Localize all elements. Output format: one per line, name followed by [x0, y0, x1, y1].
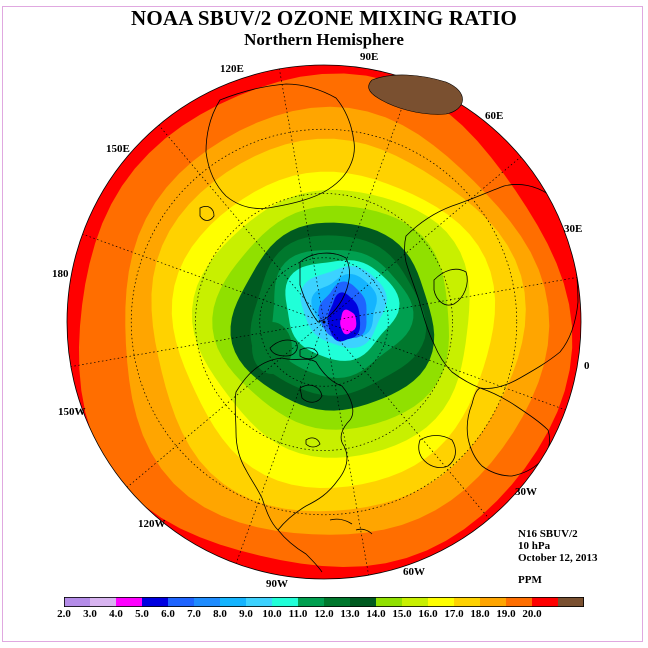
pressure-level-label: 10 hPa	[518, 540, 551, 552]
lon-label-60w: 60W	[403, 566, 425, 578]
colorbar-swatch	[350, 597, 377, 607]
secondary-band-11	[252, 322, 292, 374]
map-border	[66, 64, 582, 580]
scandinavia-coast	[433, 268, 468, 306]
colorbar-swatch	[142, 597, 169, 607]
colorbar-swatch	[506, 597, 533, 607]
chart-title: NOAA SBUV/2 OZONE MIXING RATIO	[131, 6, 517, 30]
africa-coast	[466, 387, 550, 477]
colorbar-swatch	[532, 597, 559, 607]
colorbar-tick-label: 15.0	[392, 608, 412, 620]
japan-coast	[199, 206, 215, 221]
lon-label-120w: 120W	[138, 518, 166, 530]
lon-label-0: 0	[584, 360, 590, 372]
colorbar-tick-label: 2.0	[57, 608, 71, 620]
colorbar-swatch	[558, 597, 584, 607]
central-america-coast	[277, 529, 323, 573]
colorbar-swatch	[220, 597, 247, 607]
north-america-coast	[234, 357, 354, 531]
great-lakes-coast	[305, 437, 321, 448]
lon-label-120e: 120E	[220, 63, 244, 75]
lon-label-30w: 30W	[515, 486, 537, 498]
colorbar-tick-label: 5.0	[135, 608, 149, 620]
colorbar-tick-label: 14.0	[366, 608, 386, 620]
lat-lon-grid	[70, 68, 578, 576]
info-block: N16 SBUV/2 10 hPa October 12, 2013	[518, 528, 598, 564]
colorbar-swatch	[376, 597, 403, 607]
colorbar	[64, 597, 584, 607]
band-2	[340, 309, 357, 335]
lon-label-90e: 90E	[360, 51, 379, 63]
colorbar-tick-label: 9.0	[239, 608, 253, 620]
colorbar-swatch	[246, 597, 273, 607]
meridian-7	[126, 321, 325, 488]
colorbar-tick-label: 20.0	[522, 608, 542, 620]
lon-label-150w: 150W	[58, 406, 86, 418]
colorbar-tick-label: 7.0	[187, 608, 201, 620]
colorbar-swatch	[194, 597, 221, 607]
meridian-0	[323, 277, 578, 323]
colorbar-swatch	[64, 597, 91, 607]
meridian-8	[235, 321, 325, 564]
caribbean-coast	[329, 518, 373, 535]
meridian-6	[70, 321, 325, 367]
colorbar-tick-label: 12.0	[314, 608, 334, 620]
lon-label-60e: 60E	[485, 110, 504, 122]
colorbar-tick-label: 4.0	[109, 608, 123, 620]
colorbar-tick-label: 18.0	[470, 608, 490, 620]
meridian-11	[323, 321, 566, 411]
meridian-2	[323, 80, 413, 323]
high-ozone-patch	[368, 74, 463, 115]
lon-label-30e: 30E	[564, 223, 583, 235]
arctic-islands-coast	[269, 339, 298, 357]
colorbar-swatch	[272, 597, 299, 607]
meridian-5	[82, 233, 325, 323]
lon-label-90w: 90W	[266, 578, 288, 590]
instrument-label: N16 SBUV/2	[518, 528, 578, 540]
colorbar-tick-label: 10.0	[262, 608, 282, 620]
arctic-islands-coast-2	[299, 347, 319, 360]
colorbar-tick-label: 6.0	[161, 608, 175, 620]
colorbar-tick-label: 13.0	[340, 608, 360, 620]
meridian-1	[323, 156, 522, 323]
colorbar-swatch	[90, 597, 117, 607]
colorbar-border	[64, 597, 584, 607]
lon-label-150e: 150E	[106, 143, 130, 155]
chart-subtitle: Northern Hemisphere	[244, 30, 404, 49]
eurasia-coast	[404, 184, 579, 389]
colorbar-tick-label: 17.0	[444, 608, 464, 620]
meridian-4	[158, 124, 325, 323]
colorbar-swatch	[116, 597, 143, 607]
coastlines	[199, 83, 579, 573]
colorbar-swatch	[428, 597, 455, 607]
colorbar-swatch	[168, 597, 195, 607]
colorbar-swatch	[324, 597, 351, 607]
colorbar-tick-label: 16.0	[418, 608, 438, 620]
lon-label-180: 180	[52, 268, 69, 280]
meridian-9	[323, 321, 369, 576]
greenland-coast	[299, 252, 350, 323]
figure-frame	[2, 6, 643, 642]
colorbar-swatch	[402, 597, 429, 607]
meridian-10	[323, 321, 490, 520]
colorbar-swatch	[480, 597, 507, 607]
latitude-circle-1	[259, 257, 389, 387]
colorbar-tick-label: 3.0	[83, 608, 97, 620]
hudson-bay-coast	[299, 384, 323, 403]
colorbar-swatch	[454, 597, 481, 607]
latitude-circle-2	[195, 193, 453, 451]
colorbar-tick-label: 19.0	[496, 608, 516, 620]
colorbar-tick-label: 8.0	[213, 608, 227, 620]
colorbar-tick-label: 11.0	[288, 608, 308, 620]
latitude-circle-3	[130, 128, 518, 516]
meridian-3	[279, 68, 325, 323]
colorbar-swatch	[298, 597, 325, 607]
date-label: October 12, 2013	[518, 552, 598, 564]
arabia-coast	[418, 435, 456, 468]
units-label: PPM	[518, 574, 542, 586]
asia-pacific-coast	[205, 83, 355, 209]
